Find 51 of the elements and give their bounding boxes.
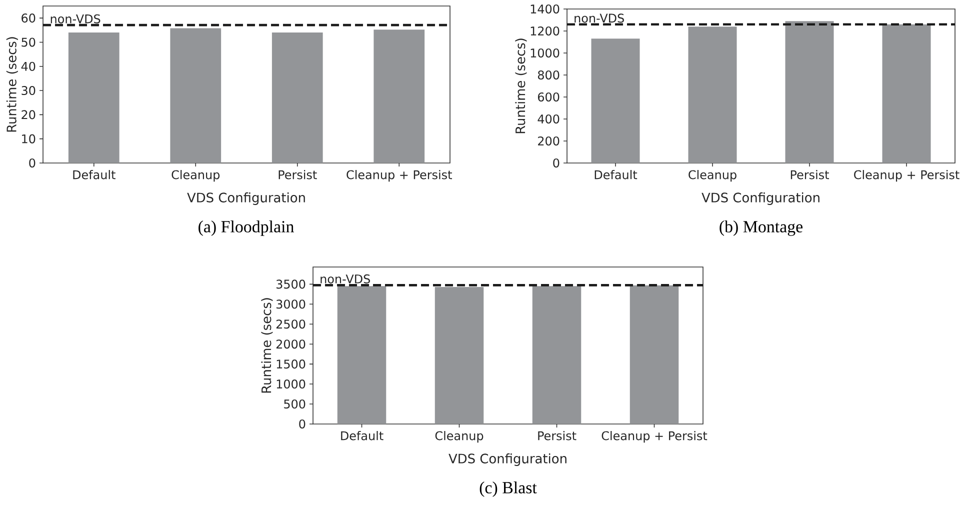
- x-axis-title: VDS Configuration: [702, 192, 820, 205]
- x-axis-title: VDS Configuration: [187, 192, 305, 205]
- bar: [688, 26, 737, 163]
- x-tick-label: Cleanup + Persist: [854, 170, 960, 182]
- ref-line-label: non-VDS: [574, 14, 624, 23]
- y-tick-label: 2500: [276, 320, 306, 329]
- x-tick-label: Cleanup: [172, 170, 220, 182]
- x-tick-label: Default: [73, 170, 116, 180]
- y-tick-label: 40: [21, 62, 36, 71]
- y-axis-title: Runtime (secs): [6, 37, 18, 132]
- text: (b) Montage: [720, 220, 803, 236]
- y-axis-title: Runtime (secs): [515, 38, 527, 134]
- y-tick-label: 1500: [276, 360, 306, 369]
- text: (c) Blast: [480, 482, 537, 497]
- x-tick-label: Persist: [790, 170, 829, 180]
- y-tick-label: 600: [538, 92, 560, 102]
- x-tick-label: Cleanup + Persist: [346, 170, 452, 182]
- bar: [785, 21, 834, 163]
- y-tick-label: 800: [538, 70, 560, 80]
- ref-line-label: non-VDS: [320, 274, 370, 284]
- x-tick-label: Persist: [278, 170, 317, 180]
- y-tick-label: 0: [29, 158, 36, 168]
- y-tick-label: 30: [22, 86, 36, 96]
- y-tick-label: 400: [538, 114, 560, 124]
- x-tick-label: Persist: [538, 431, 576, 440]
- y-tick-label: 50: [22, 38, 36, 47]
- y-tick-label: 20: [22, 110, 36, 120]
- y-tick-label: 500: [284, 399, 306, 409]
- y-tick-label: 200: [538, 136, 560, 146]
- y-tick-label: 3000: [276, 300, 306, 309]
- ref-line-label: non-VDS: [50, 14, 100, 24]
- y-tick-label: 1000: [276, 380, 306, 389]
- x-axis-title: VDS Configuration: [448, 453, 566, 466]
- y-tick-label: 0: [553, 158, 560, 168]
- y-tick-label: 60: [22, 14, 36, 23]
- bar: [882, 24, 931, 163]
- y-tick-label: 1200: [530, 26, 560, 36]
- y-tick-label: 2000: [276, 340, 306, 349]
- text: (a) Floodplain: [198, 220, 294, 236]
- y-tick-label: 10: [22, 134, 36, 144]
- x-tick-label: Cleanup: [435, 431, 484, 443]
- y-tick-label: 3500: [276, 280, 306, 289]
- x-tick-label: Cleanup: [688, 170, 736, 182]
- x-tick-label: Default: [594, 170, 638, 180]
- y-tick-label: 1400: [530, 4, 560, 14]
- y-tick-label: 1000: [530, 48, 560, 58]
- y-tick-label: 0: [299, 419, 306, 429]
- x-tick-label: Cleanup + Persist: [602, 431, 708, 443]
- bar: [591, 38, 640, 163]
- x-tick-label: Default: [341, 431, 384, 440]
- y-axis-title: Runtime (secs): [261, 298, 273, 393]
